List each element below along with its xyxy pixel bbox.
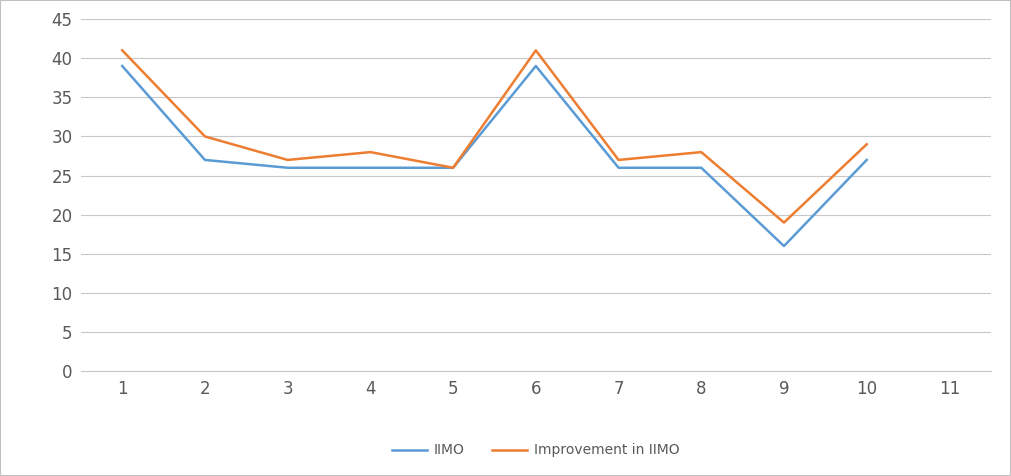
Improvement in IIMO — [199, 134, 211, 139]
Improvement in IIMO — [530, 48, 542, 53]
Improvement in IIMO — [777, 220, 790, 226]
Improvement in IIMO — [282, 157, 294, 163]
Improvement in IIMO — [613, 157, 625, 163]
IIMO — [696, 165, 708, 170]
IIMO — [282, 165, 294, 170]
Line: IIMO: IIMO — [122, 66, 866, 246]
IIMO — [860, 157, 872, 163]
IIMO — [447, 165, 459, 170]
Improvement in IIMO — [447, 165, 459, 170]
Improvement in IIMO — [696, 149, 708, 155]
Improvement in IIMO — [860, 141, 872, 147]
IIMO — [199, 157, 211, 163]
IIMO — [530, 63, 542, 69]
IIMO — [364, 165, 376, 170]
IIMO — [777, 243, 790, 249]
IIMO — [116, 63, 128, 69]
Line: Improvement in IIMO: Improvement in IIMO — [122, 50, 866, 223]
Improvement in IIMO — [364, 149, 376, 155]
Improvement in IIMO — [116, 48, 128, 53]
Legend: IIMO, Improvement in IIMO: IIMO, Improvement in IIMO — [386, 438, 685, 463]
IIMO — [613, 165, 625, 170]
